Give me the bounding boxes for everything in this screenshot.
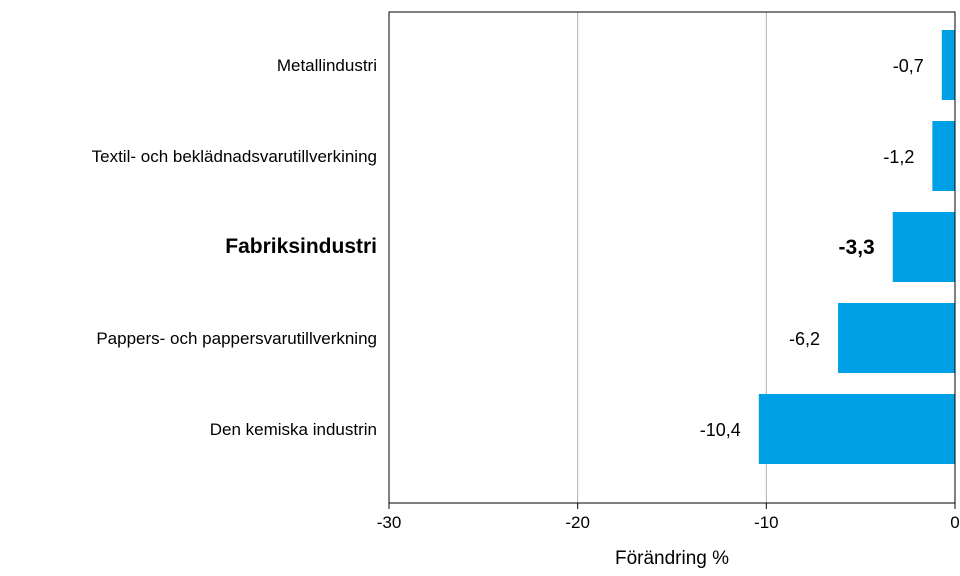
x-tick-label: -30	[377, 513, 402, 532]
data-label: -10,4	[700, 420, 741, 440]
plot-frame	[388, 11, 956, 504]
data-label: -0,7	[893, 56, 924, 76]
category-label: Den kemiska industrin	[210, 420, 377, 439]
x-tick-label: 0	[950, 513, 959, 532]
x-tick-label: -10	[754, 513, 779, 532]
category-label: Textil- och beklädnadsvarutillverkining	[92, 147, 377, 166]
bar	[932, 121, 955, 191]
data-label: -3,3	[839, 236, 875, 259]
category-labels: Metallindustri Textil- och beklädnadsvaru…	[92, 56, 377, 439]
bar	[838, 303, 955, 373]
x-axis-title: Förändring %	[615, 548, 729, 569]
category-label: Metallindustri	[277, 56, 377, 75]
bar	[758, 394, 955, 464]
data-label: -6,2	[789, 329, 820, 349]
value-labels: -0,7 -1,2 -3,3 -6,2 -10,4	[700, 56, 924, 440]
bar	[892, 212, 955, 282]
category-label: Pappers- och pappersvarutillverkning	[96, 329, 377, 348]
bars	[758, 30, 955, 464]
x-axis-ticks: -30 -20 -10 0	[377, 503, 960, 532]
data-label: -1,2	[883, 147, 914, 167]
x-tick-label: -20	[565, 513, 590, 532]
bar	[941, 30, 955, 100]
category-label: Fabriksindustri	[225, 235, 377, 258]
